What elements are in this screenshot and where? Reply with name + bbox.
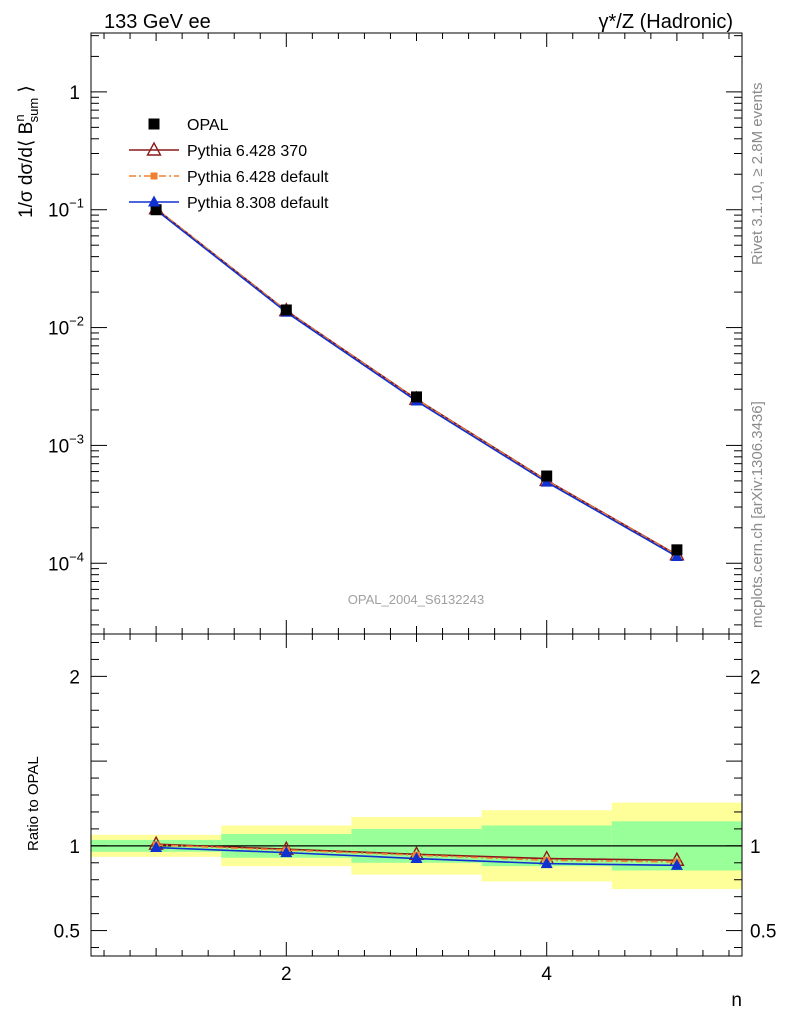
x-tick-label: 4: [541, 964, 552, 985]
ratio-plot: 0.5 0.5 1 1 2 2 2 4: [54, 633, 776, 985]
legend-marker-py8_default: [148, 195, 160, 207]
ratio-point-py8_default: [410, 852, 423, 864]
mcplots-note: mcplots.cern.ch [arXiv:1306.3436]: [749, 401, 766, 628]
legend-label-opal: OPAL: [187, 117, 229, 134]
ratio-point-py8_default: [280, 846, 293, 858]
legend-marker-py6_370: [146, 141, 162, 156]
header-left: 133 GeV ee: [104, 11, 211, 33]
main-ytick-label: 10−3: [48, 431, 84, 457]
main-ylabel: 1/σ dσ/d⟨ Bnsum ⟩: [12, 85, 41, 218]
ratio-ytick-label-right: 0.5: [750, 922, 776, 943]
x-tick-label: 2: [281, 964, 292, 985]
main-point-opal: [150, 204, 162, 216]
x-axis-label: n: [731, 990, 742, 1011]
ratio-frame: [90, 633, 743, 957]
main-point-opal: [541, 470, 553, 482]
ratio-ytick-label: 2: [69, 667, 80, 688]
legend-marker-py6_default: [150, 172, 158, 180]
legend: OPAL Pythia 6.428 370 Pythia 6.428 default…: [129, 117, 329, 212]
ratio-point-py8_default: [540, 857, 553, 869]
main-series-line-py6_default: [155, 208, 678, 556]
ratio-ytick-label-right: 1: [750, 837, 761, 858]
main-point-opal: [411, 391, 422, 403]
ratio-ytick-label: 0.5: [54, 922, 80, 943]
main-ytick-label: 10−1: [48, 196, 84, 222]
legend-marker-opal: [148, 118, 160, 130]
ratio-point-py8_default: [150, 841, 163, 853]
main-series-line-py8_default: [155, 209, 678, 558]
main-ytick-label: 10−4: [48, 549, 84, 575]
legend-label-py8_default: Pythia 8.308 default: [187, 195, 329, 212]
svg-text:1/σ dσ/d⟨ Bnsum ⟩: 1/σ dσ/d⟨ Bnsum ⟩: [12, 85, 41, 218]
header-right: γ*/Z (Hadronic): [599, 11, 733, 33]
rivet-version-note: Rivet 3.1.10, ≥ 2.8M events: [749, 83, 766, 266]
main-series-line-py6_370: [155, 208, 678, 556]
main-point-opal: [280, 304, 292, 316]
main-point-opal: [671, 544, 683, 556]
main-ytick-label: 10−2: [48, 314, 84, 340]
main-ytick-label: 1: [69, 83, 80, 104]
legend-label-py6_default: Pythia 6.428 default: [187, 169, 329, 186]
analysis-watermark: OPAL_2004_S6132243: [348, 592, 484, 607]
ratio-ytick-label-right: 2: [750, 667, 761, 688]
ratio-ylabel: Ratio to OPAL: [25, 756, 42, 851]
ratio-ytick-label: 1: [69, 837, 80, 858]
main-point-py8_default: [670, 550, 683, 562]
ratio-point-py8_default: [670, 858, 683, 870]
legend-label-py6_370: Pythia 6.428 370: [187, 143, 307, 160]
